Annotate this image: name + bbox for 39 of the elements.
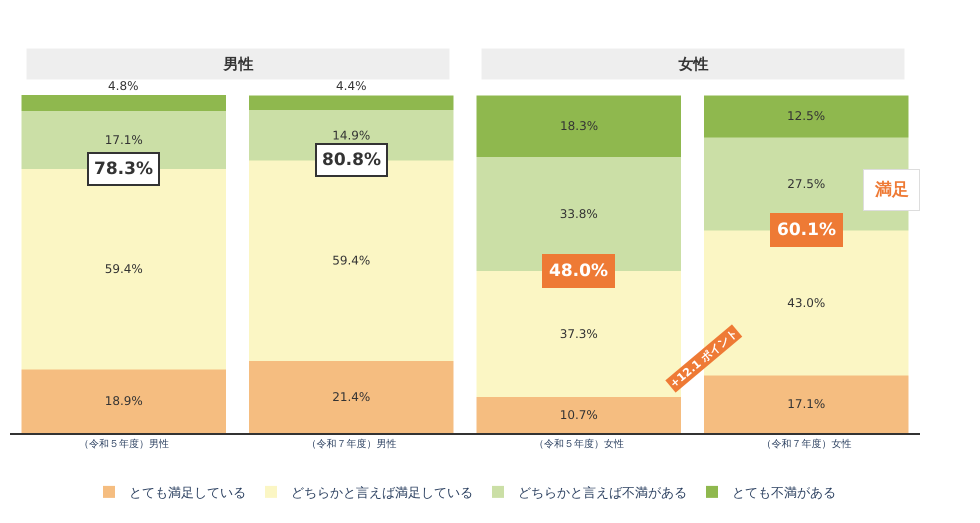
annotation: 80.8%: [322, 150, 381, 170]
annotation: 48.0%: [549, 261, 608, 281]
data-label: 12.5%: [787, 109, 826, 123]
bar: [21, 95, 226, 112]
x-tick-label: （令和７年度）男性: [306, 438, 396, 450]
bar: [704, 375, 909, 433]
bar: [476, 95, 682, 158]
bar: [476, 396, 682, 433]
bar: [248, 360, 454, 433]
x-tick-label: （令和５年度）女性: [534, 438, 624, 450]
legend-label: どちらかと言えば不満がある: [518, 484, 687, 501]
data-label: 33.8%: [560, 207, 598, 222]
x-tick-label: （令和７年度）女性: [761, 438, 852, 450]
data-label: 43.0%: [787, 296, 826, 310]
data-label: 59.4%: [104, 262, 143, 276]
data-label: 59.4%: [332, 254, 370, 268]
legend-label: とても不満がある: [732, 486, 836, 501]
data-label: 17.1%: [787, 397, 826, 412]
data-label: 27.5%: [787, 176, 826, 191]
text: 男性: [222, 55, 254, 73]
legend-label: どちらかと言えば満足している: [291, 484, 473, 501]
data-label: 4.8%: [108, 79, 138, 93]
text: 女性: [678, 55, 708, 73]
data-label: 14.9%: [332, 128, 370, 142]
data-label: 21.4%: [332, 390, 370, 404]
annotation: 60.1%: [777, 220, 836, 240]
annotation: 78.3%: [94, 159, 153, 179]
legend-label: とても満足している: [129, 486, 246, 501]
bar: [21, 369, 226, 433]
bar: [704, 95, 909, 138]
data-label: 18.9%: [104, 394, 143, 408]
bar: [248, 95, 454, 110]
data-label: 4.4%: [336, 79, 366, 93]
data-label: 17.1%: [104, 133, 143, 148]
x-tick-label: （令和５年度）男性: [78, 438, 169, 450]
data-label: 37.3%: [560, 326, 598, 341]
data-label: 18.3%: [560, 119, 598, 133]
data-label: 10.7%: [560, 408, 598, 422]
annotation: 満足: [874, 180, 909, 200]
